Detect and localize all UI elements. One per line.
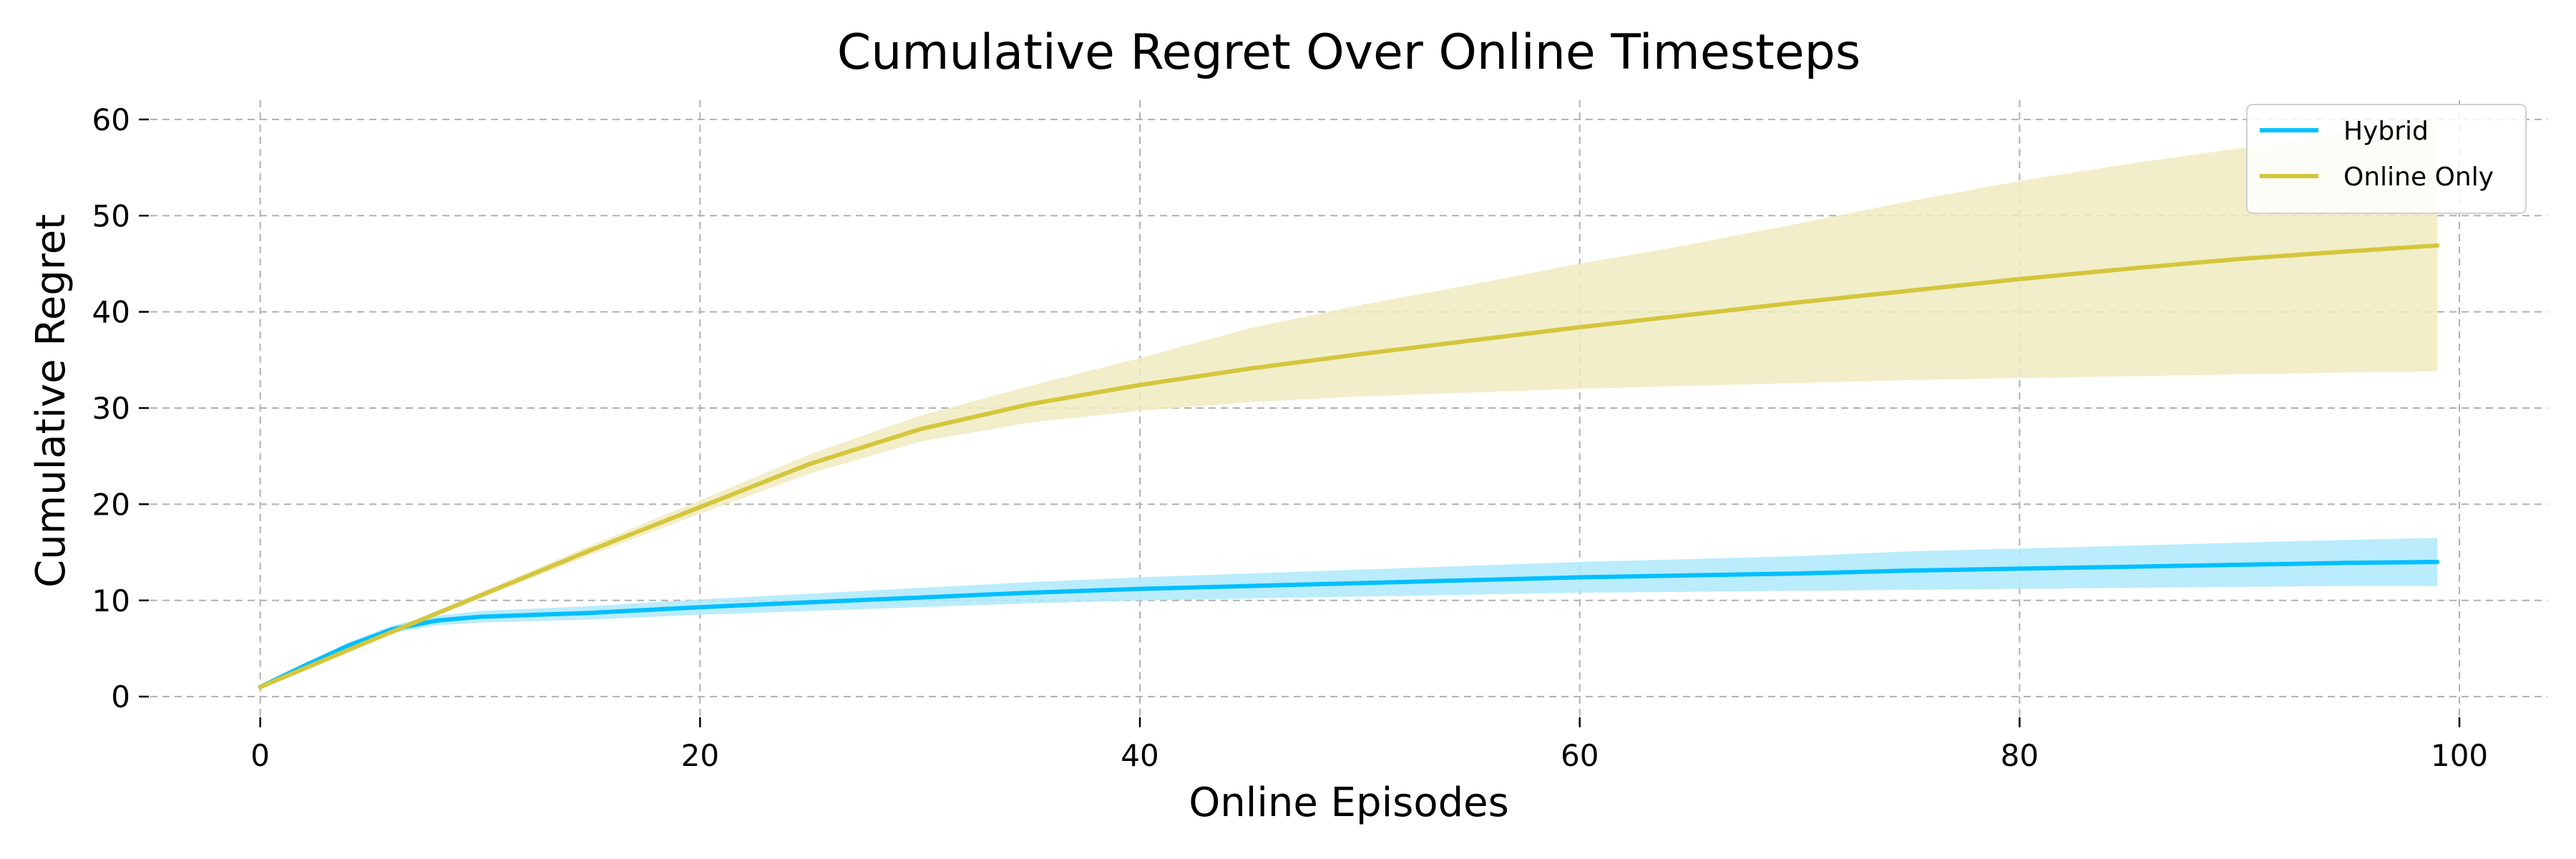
online-only-confidence-band [260,121,2438,687]
x-tick-label: 40 [1121,738,1158,773]
online-only-legend-label: Online Only [2343,162,2494,192]
x-tick-label: 60 [1561,738,1599,773]
legend: Hybrid Online Only [2246,104,2527,214]
hybrid-legend-label: Hybrid [2343,117,2429,146]
x-axis-label: Online Episodes [1189,780,1509,826]
x-tick-label: 80 [2001,738,2039,773]
x-tick-label: 0 [250,738,270,773]
hybrid-line [258,560,2440,689]
y-tick-label: 0 [111,679,130,714]
y-tick-label: 40 [92,295,130,330]
online-only-line [258,243,2440,689]
chart-title: Cumulative Regret Over Online Timesteps [837,24,1861,81]
y-tick-label: 60 [92,102,130,137]
y-axis-label: Cumulative Regret [28,214,74,588]
series-lines [258,243,2440,689]
x-tick-label: 20 [681,738,719,773]
confidence-bands [260,121,2438,687]
hybrid-confidence-band [260,538,2438,687]
x-axis-ticks: 0 20 40 60 80 100 [250,717,2488,773]
x-tick-label: 100 [2431,738,2488,773]
y-tick-label: 10 [92,583,130,618]
y-tick-label: 30 [92,391,130,426]
y-axis-ticks: 0 10 20 30 40 50 60 [92,102,149,714]
y-tick-label: 20 [92,487,130,522]
y-tick-label: 50 [92,198,130,233]
